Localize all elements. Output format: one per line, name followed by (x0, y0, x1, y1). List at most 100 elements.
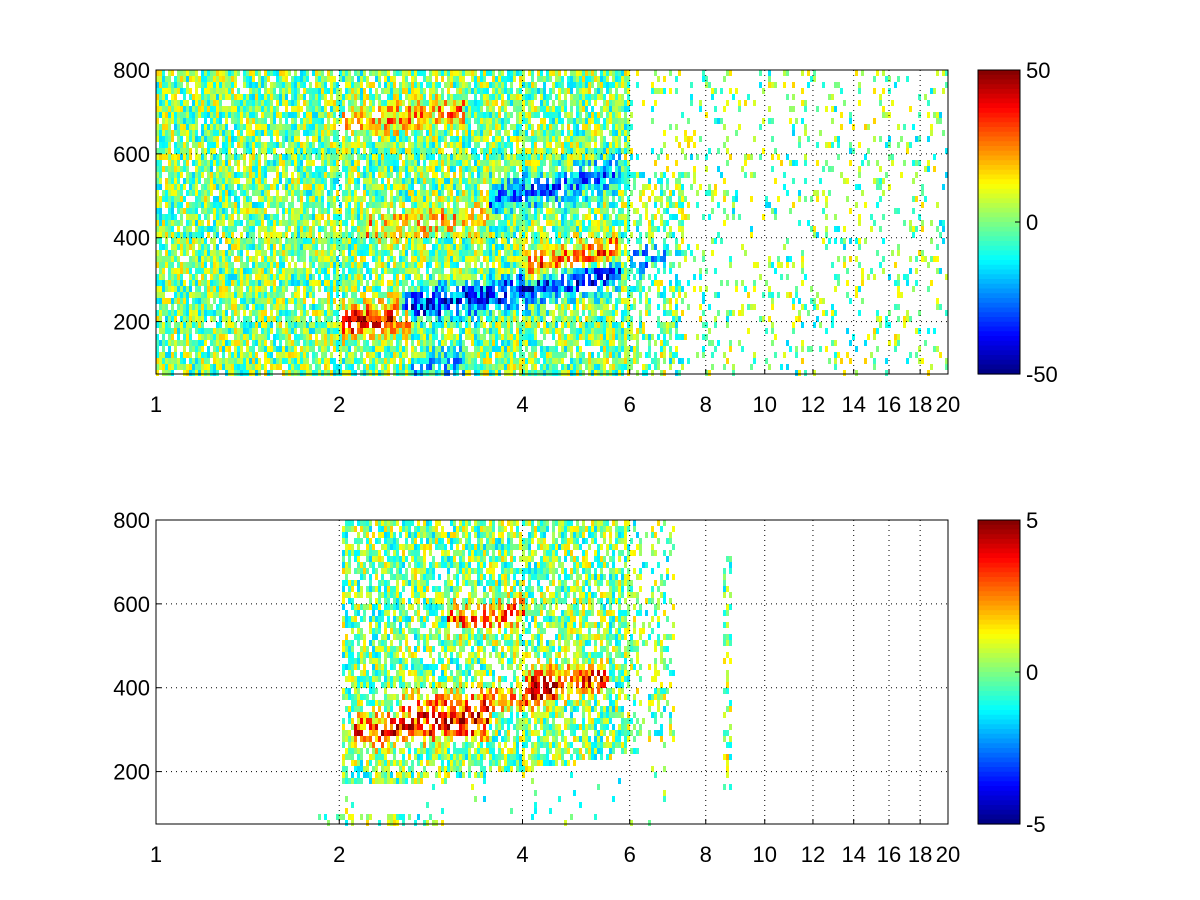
heatmap-cell (276, 250, 279, 256)
heatmap-cell (171, 268, 174, 274)
heatmap-cell (372, 286, 375, 292)
heatmap-cell (393, 196, 396, 202)
heatmap-cell (249, 82, 252, 88)
heatmap-cell (486, 82, 489, 88)
heatmap-cell (417, 190, 420, 196)
heatmap-cell (213, 262, 216, 268)
heatmap-cell (294, 124, 297, 130)
heatmap-cell (465, 148, 468, 154)
heatmap-cell (438, 112, 441, 118)
heatmap-cell (444, 178, 447, 184)
heatmap-cell (294, 304, 297, 310)
heatmap-cell (393, 232, 396, 238)
heatmap-cell (306, 334, 309, 340)
heatmap-cell (306, 124, 309, 130)
heatmap-cell (327, 70, 330, 76)
heatmap-cell (252, 94, 255, 100)
heatmap-cell (318, 190, 321, 196)
heatmap-cell (405, 172, 408, 178)
heatmap-cell (447, 70, 450, 76)
heatmap-cell (405, 256, 408, 262)
heatmap-cell (363, 88, 366, 94)
heatmap-cell (213, 100, 216, 106)
heatmap-cell (267, 370, 270, 376)
heatmap-cell (189, 172, 192, 178)
heatmap-cell (429, 358, 432, 364)
heatmap-cell (216, 244, 219, 250)
heatmap-cell (276, 346, 279, 352)
heatmap-cell (315, 364, 318, 370)
heatmap-cell (411, 100, 414, 106)
heatmap-cell (159, 316, 162, 322)
heatmap-cell (381, 184, 384, 190)
heatmap-cell (264, 250, 267, 256)
heatmap-cell (216, 100, 219, 106)
heatmap-cell (321, 160, 324, 166)
heatmap-cell (489, 280, 492, 286)
heatmap-cell (219, 94, 222, 100)
heatmap-cell (396, 370, 399, 376)
heatmap-cell (156, 76, 159, 82)
heatmap-cell (210, 364, 213, 370)
heatmap-cell (204, 136, 207, 142)
heatmap-cell (249, 154, 252, 160)
heatmap-cell (183, 286, 186, 292)
heatmap-cell (183, 76, 186, 82)
heatmap-cell (243, 310, 246, 316)
heatmap-cell (396, 118, 399, 124)
heatmap-cell (333, 256, 336, 262)
heatmap-cell (492, 196, 495, 202)
heatmap-cell (225, 226, 228, 232)
heatmap-cell (450, 208, 453, 214)
heatmap-cell (480, 166, 483, 172)
heatmap-cell (435, 184, 438, 190)
heatmap-cell (291, 352, 294, 358)
heatmap-cell (198, 178, 201, 184)
heatmap-cell (402, 256, 405, 262)
heatmap-cell (258, 208, 261, 214)
heatmap-cell (300, 310, 303, 316)
heatmap-cell (423, 94, 426, 100)
heatmap-cell (201, 340, 204, 346)
heatmap-cell (330, 196, 333, 202)
heatmap-cell (186, 316, 189, 322)
heatmap-cell (357, 70, 360, 76)
heatmap-cell (465, 310, 468, 316)
heatmap-cell (327, 130, 330, 136)
heatmap-cell (192, 316, 195, 322)
heatmap-cell (330, 106, 333, 112)
heatmap-cell (438, 142, 441, 148)
heatmap-cell (327, 196, 330, 202)
heatmap-cell (165, 364, 168, 370)
heatmap-cell (468, 322, 471, 328)
heatmap-cell (435, 70, 438, 76)
heatmap-cell (408, 88, 411, 94)
heatmap-cell (264, 142, 267, 148)
heatmap-cell (198, 304, 201, 310)
heatmap-cell (381, 124, 384, 130)
heatmap-cell (159, 310, 162, 316)
heatmap-cell (228, 154, 231, 160)
heatmap-cell (279, 340, 282, 346)
heatmap-cell (165, 112, 168, 118)
heatmap-cell (459, 196, 462, 202)
heatmap-cell (483, 196, 486, 202)
heatmap-cell (348, 208, 351, 214)
heatmap-cell (363, 340, 366, 346)
heatmap-cell (459, 148, 462, 154)
heatmap-cell (324, 154, 327, 160)
heatmap-cell (180, 232, 183, 238)
heatmap-cell (474, 322, 477, 328)
heatmap-cell (255, 82, 258, 88)
heatmap-cell (354, 352, 357, 358)
heatmap-cell (351, 316, 354, 322)
heatmap-cell (327, 316, 330, 322)
heatmap-cell (390, 190, 393, 196)
heatmap-cell (291, 274, 294, 280)
heatmap-cell (384, 244, 387, 250)
heatmap-cell (297, 112, 300, 118)
heatmap-cell (327, 136, 330, 142)
heatmap-cell (366, 250, 369, 256)
heatmap-cell (342, 256, 345, 262)
heatmap-cell (195, 256, 198, 262)
